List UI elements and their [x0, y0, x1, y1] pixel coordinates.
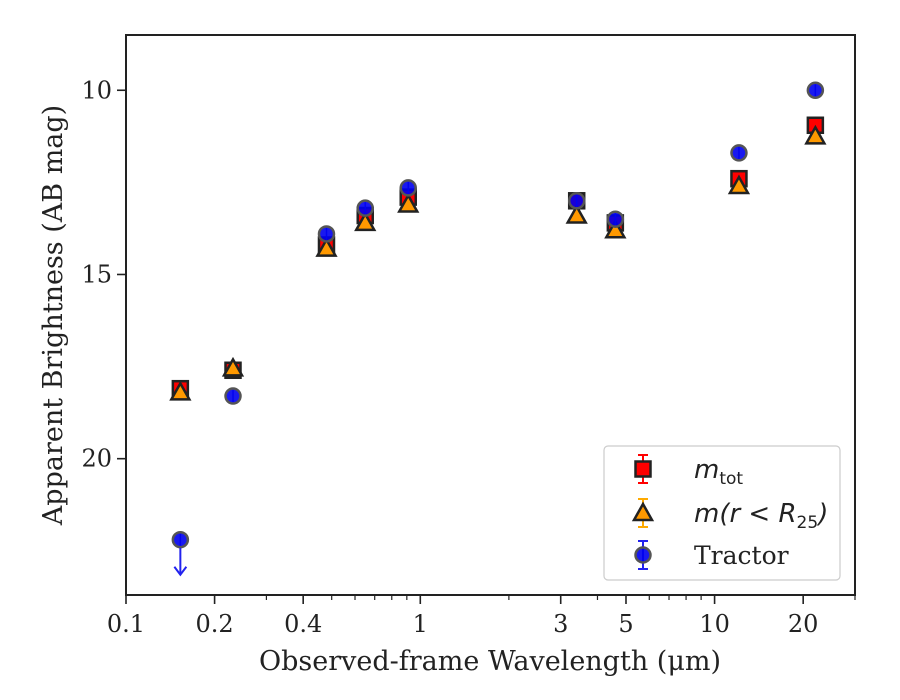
legend-marker — [631, 501, 655, 522]
data-point — [397, 192, 420, 213]
data-point — [169, 380, 192, 401]
upper-limit-arrowhead — [173, 566, 188, 577]
data-point — [317, 225, 336, 243]
y-tick-label: 10 — [81, 76, 112, 104]
data-marks — [169, 81, 827, 577]
plot-frame — [125, 34, 856, 596]
x-tick-label: 3 — [553, 610, 568, 638]
data-point — [567, 192, 586, 210]
data-point — [727, 174, 751, 195]
x-tick-label: 0.2 — [196, 610, 234, 638]
data-point — [315, 237, 338, 257]
data-point — [565, 203, 588, 224]
x-tick-label: 1 — [413, 610, 428, 638]
y-tick-label: 20 — [81, 445, 112, 473]
data-point — [221, 356, 245, 377]
data-point — [804, 124, 827, 145]
x-tick-label: 0.1 — [107, 610, 145, 638]
x-tick-label: 20 — [788, 610, 819, 638]
x-tick-label: 5 — [618, 610, 633, 638]
data-point — [224, 387, 242, 405]
series-triangle — [169, 124, 827, 401]
legend-marker — [634, 460, 652, 478]
data-point — [730, 144, 748, 162]
x-tick-label: 0.4 — [284, 610, 322, 638]
data-point — [606, 210, 625, 228]
data-point — [399, 179, 417, 197]
series-square — [171, 116, 825, 398]
legend-marker — [634, 546, 652, 564]
data-point — [356, 199, 374, 217]
legend-label: Tractor — [694, 541, 789, 570]
data-point — [806, 81, 825, 100]
series-circle — [171, 81, 825, 577]
x-axis-label: Observed-frame Wavelength (μm) — [259, 646, 721, 677]
legend-box — [603, 445, 841, 581]
data-point — [604, 218, 627, 239]
data-point — [171, 530, 190, 549]
y-tick-label: 15 — [81, 260, 112, 288]
axes: 0.1 0.2 0.4 1 3 5 10 20 10 15 20 — [81, 34, 856, 638]
x-tick-label: 10 — [699, 610, 730, 638]
legend-label: m(r < R25) — [694, 499, 828, 533]
data-point — [354, 211, 377, 232]
legend: mtot m(r < R25) Tractor — [603, 445, 841, 581]
y-axis-label: Apparent Brightness (AB mag) — [38, 105, 69, 526]
legend-label: mtot — [694, 455, 743, 489]
